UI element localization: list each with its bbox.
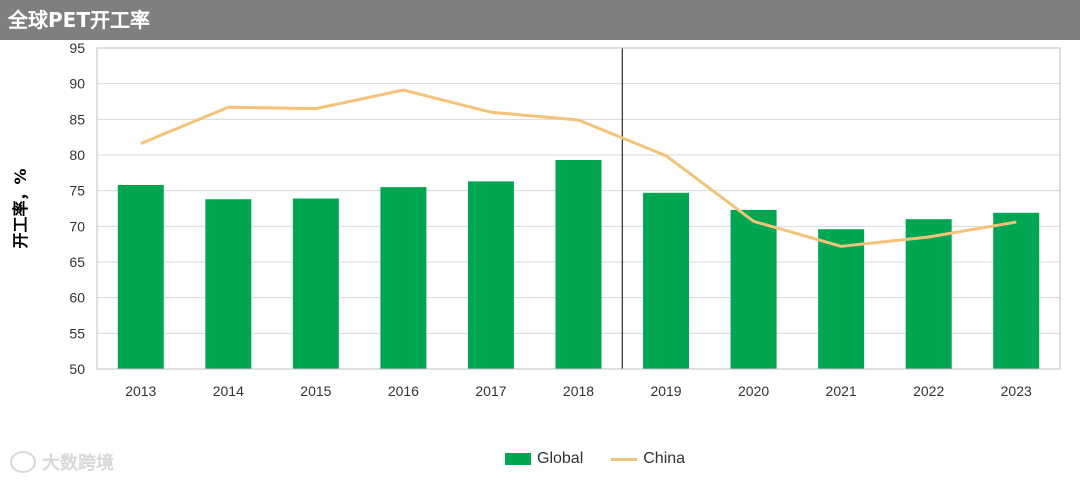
x-tick-label: 2020 [738,383,769,399]
bar-global [818,229,865,369]
legend-label-global: Global [537,450,584,467]
y-tick-label: 55 [69,325,85,341]
x-tick-label: 2019 [650,383,681,399]
legend-swatch-china [611,457,638,461]
bar-global [292,198,339,369]
title-bar: 全球PET开工率 [0,0,1080,40]
line-china [140,88,1017,248]
x-tick-label: 2014 [213,383,244,399]
x-tick-label: 2016 [388,383,419,399]
watermark-text: 大数跨境 [42,453,114,474]
legend-swatch-global [505,453,531,465]
y-tick-label: 65 [69,254,85,270]
bar-global [905,219,952,369]
legend: Global China [505,450,685,468]
series-line-china [140,88,1017,248]
bar-global [643,192,690,369]
y-tick-label: 80 [69,147,85,163]
y-tick-label: 85 [69,111,85,127]
bar-global [730,209,777,369]
y-tick-label: 90 [69,76,85,92]
y-axis-ticks: 50 55 60 65 70 75 80 85 90 95 [69,40,85,377]
x-tick-label: 2015 [300,383,331,399]
y-tick-label: 75 [69,183,85,199]
bar-global [467,181,514,369]
bar-global [117,184,164,369]
x-tick-label: 2021 [826,383,857,399]
y-tick-label: 70 [69,218,85,234]
x-tick-label: 2023 [1001,383,1032,399]
x-tick-label: 2018 [563,383,594,399]
x-tick-label: 2017 [475,383,506,399]
bar-global [380,187,427,369]
x-axis-ticks: 2013 2014 2015 2016 2017 2018 2019 2020 2021 2022… [125,383,1032,399]
plot-frame [96,47,1061,370]
x-tick-label: 2022 [913,383,944,399]
y-tick-label: 50 [69,361,85,377]
y-tick-label: 60 [69,290,85,306]
x-tick-label: 2013 [125,383,156,399]
y-axis-label: 开工率，% [11,168,30,248]
y-tick-label: 95 [69,40,85,56]
legend-item-china: China [611,450,685,468]
bar-global [993,212,1040,369]
watermark: 大数跨境 [10,449,114,475]
chart-title: 全球PET开工率 [8,8,150,32]
bars-global [117,159,1040,369]
watermark-logo-icon [10,451,36,473]
legend-item-global: Global [505,450,583,468]
legend-label-china: China [643,450,686,467]
bar-global [555,159,602,369]
bar-global [205,199,252,369]
